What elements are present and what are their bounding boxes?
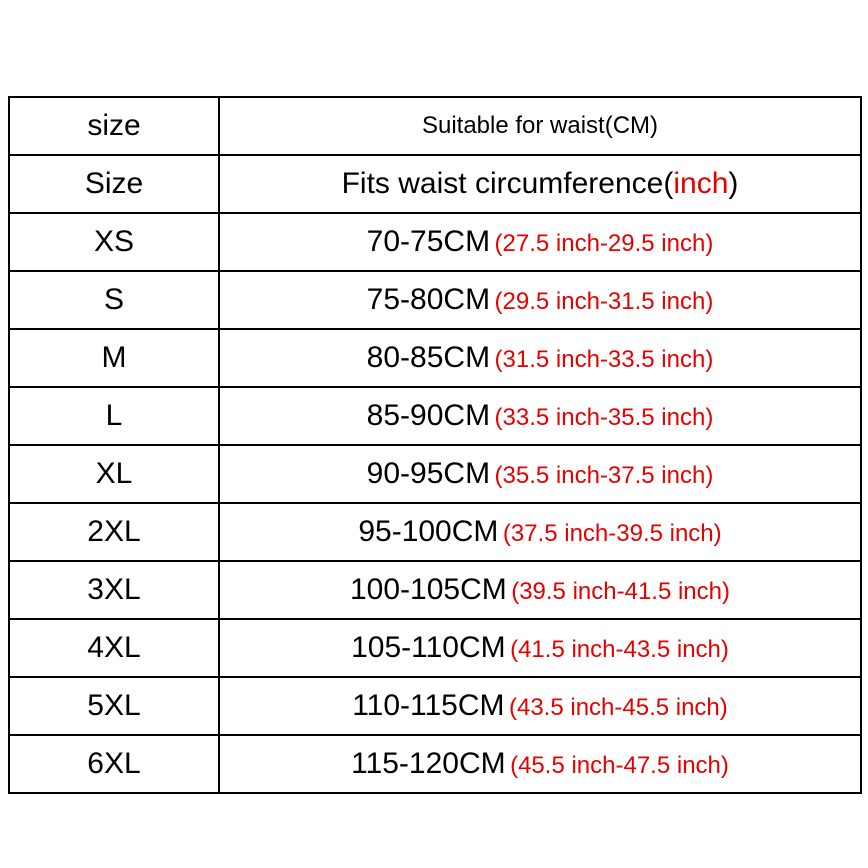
waist-cell: 105-110CM (41.5 inch-43.5 inch) <box>219 619 861 677</box>
header2-size-label: Size <box>9 155 219 213</box>
waist-inch: (35.5 inch-37.5 inch) <box>495 462 714 489</box>
waist-cm: 95-100CM <box>358 515 498 548</box>
waist-inch: (33.5 inch-35.5 inch) <box>495 404 714 431</box>
waist-cell: 75-80CM (29.5 inch-31.5 inch) <box>219 271 861 329</box>
waist-inch: (43.5 inch-45.5 inch) <box>509 694 728 721</box>
waist-cell: 110-115CM (43.5 inch-45.5 inch) <box>219 677 861 735</box>
header2-waist-unit: inch <box>673 167 728 200</box>
waist-inch: (37.5 inch-39.5 inch) <box>503 520 722 547</box>
waist-cell: 70-75CM (27.5 inch-29.5 inch) <box>219 213 861 271</box>
size-chart-table: size Suitable for waist(CM) Size Fits wa… <box>8 96 862 794</box>
table-row: 2XL 95-100CM (37.5 inch-39.5 inch) <box>9 503 861 561</box>
table-row: XS 70-75CM (27.5 inch-29.5 inch) <box>9 213 861 271</box>
waist-cm: 90-95CM <box>367 457 490 490</box>
waist-inch: (39.5 inch-41.5 inch) <box>511 578 730 605</box>
waist-cell: 100-105CM (39.5 inch-41.5 inch) <box>219 561 861 619</box>
waist-cm: 80-85CM <box>367 341 490 374</box>
waist-cell: 80-85CM (31.5 inch-33.5 inch) <box>219 329 861 387</box>
table-row: XL 90-95CM (35.5 inch-37.5 inch) <box>9 445 861 503</box>
waist-inch: (29.5 inch-31.5 inch) <box>495 288 714 315</box>
table-row: S 75-80CM (29.5 inch-31.5 inch) <box>9 271 861 329</box>
waist-cell: 95-100CM (37.5 inch-39.5 inch) <box>219 503 861 561</box>
table-row: L 85-90CM (33.5 inch-35.5 inch) <box>9 387 861 445</box>
waist-cm: 115-120CM <box>351 747 506 780</box>
table-row: 3XL 100-105CM (39.5 inch-41.5 inch) <box>9 561 861 619</box>
size-cell: 6XL <box>9 735 219 793</box>
table-row: 5XL 110-115CM (43.5 inch-45.5 inch) <box>9 677 861 735</box>
size-chart-container: size Suitable for waist(CM) Size Fits wa… <box>0 0 868 868</box>
waist-inch: (41.5 inch-43.5 inch) <box>510 636 729 663</box>
size-cell: S <box>9 271 219 329</box>
waist-cm: 85-90CM <box>367 399 490 432</box>
waist-cell: 85-90CM (33.5 inch-35.5 inch) <box>219 387 861 445</box>
size-chart-body: size Suitable for waist(CM) Size Fits wa… <box>9 97 861 793</box>
waist-cm: 105-110CM <box>351 631 506 664</box>
header2-waist-label: Fits waist circumference(inch) <box>219 155 861 213</box>
waist-cm: 70-75CM <box>367 225 490 258</box>
header2-waist-suffix: ) <box>728 167 738 200</box>
size-cell: 4XL <box>9 619 219 677</box>
size-cell: M <box>9 329 219 387</box>
size-cell: 3XL <box>9 561 219 619</box>
size-cell: L <box>9 387 219 445</box>
size-cell: 5XL <box>9 677 219 735</box>
size-cell: XS <box>9 213 219 271</box>
table-row: 6XL 115-120CM (45.5 inch-47.5 inch) <box>9 735 861 793</box>
waist-cm: 100-105CM <box>350 573 507 606</box>
size-cell: XL <box>9 445 219 503</box>
waist-inch: (27.5 inch-29.5 inch) <box>495 230 714 257</box>
header2-waist-prefix: Fits waist circumference( <box>342 167 674 200</box>
table-row: M 80-85CM (31.5 inch-33.5 inch) <box>9 329 861 387</box>
table-header-row-2: Size Fits waist circumference(inch) <box>9 155 861 213</box>
header1-size-label: size <box>9 97 219 155</box>
size-cell: 2XL <box>9 503 219 561</box>
table-header-row-1: size Suitable for waist(CM) <box>9 97 861 155</box>
waist-inch: (31.5 inch-33.5 inch) <box>495 346 714 373</box>
header1-waist-label: Suitable for waist(CM) <box>219 97 861 155</box>
waist-cm: 75-80CM <box>367 283 490 316</box>
waist-cm: 110-115CM <box>352 689 504 722</box>
table-row: 4XL 105-110CM (41.5 inch-43.5 inch) <box>9 619 861 677</box>
waist-cell: 90-95CM (35.5 inch-37.5 inch) <box>219 445 861 503</box>
waist-inch: (45.5 inch-47.5 inch) <box>510 752 729 779</box>
waist-cell: 115-120CM (45.5 inch-47.5 inch) <box>219 735 861 793</box>
